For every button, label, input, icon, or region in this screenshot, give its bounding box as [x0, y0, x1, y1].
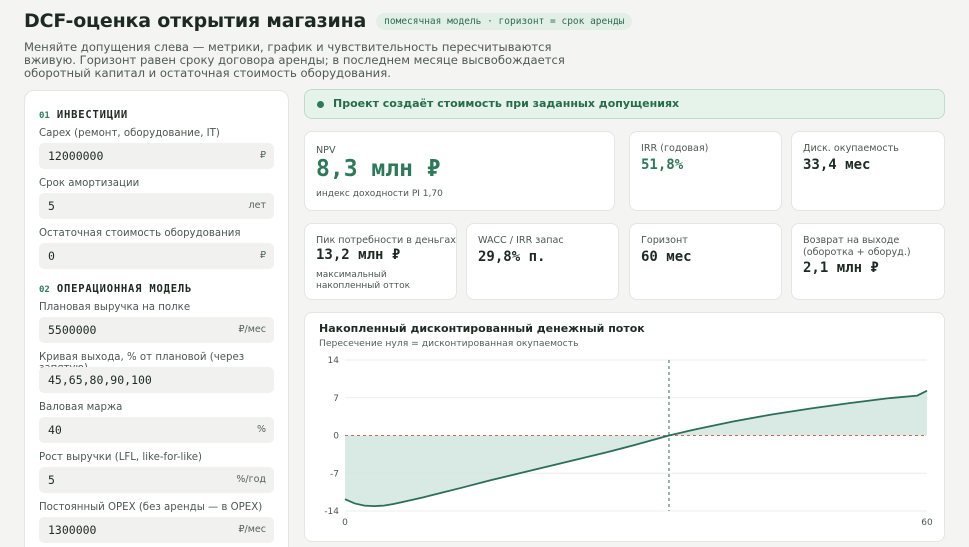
npv-note: индекс доходности PI 1,70: [316, 189, 443, 199]
residual-label: Остаточная стоимость оборудования: [39, 228, 241, 239]
assumptions-panel: 01 ИНВЕСТИЦИИ Capex (ремонт, оборудовани…: [24, 90, 289, 547]
chart-subtitle: Пересечение нуля = дисконтированная окуп…: [319, 338, 579, 349]
irr-value: 51,8%: [641, 157, 684, 173]
npv-card: NPV 8,3 млн ₽ индекс доходности PI 1,70: [304, 131, 615, 211]
revenue-unit: ₽/мес: [238, 324, 266, 335]
amortization-unit: лет: [248, 200, 266, 211]
opex-input[interactable]: 1300000 ₽/мес: [39, 517, 274, 543]
amortization-input[interactable]: 5 лет: [39, 193, 274, 219]
irr-card: IRR (годовая) 51,8%: [629, 131, 782, 211]
exit-card: Возврат на выходе (оборотка + оборуд.) 2…: [791, 223, 945, 300]
exit-label: Возврат на выходе (оборотка + оборуд.): [803, 235, 911, 258]
payback-value: 33,4 мес: [803, 157, 871, 173]
status-text: Проект создаёт стоимость при заданных до…: [333, 97, 680, 110]
y-tick-label: 7: [333, 394, 339, 404]
capex-input[interactable]: 12000000 ₽: [39, 143, 274, 169]
revenue-input[interactable]: 5500000 ₽/мес: [39, 317, 274, 343]
section-title: ОПЕРАЦИОННАЯ МОДЕЛЬ: [56, 283, 193, 295]
amortization-value: 5: [48, 199, 55, 213]
page-title: DCF-оценка открытия магазина: [24, 10, 367, 32]
capex-value: 12000000: [48, 149, 104, 163]
y-tick-label: 14: [328, 356, 340, 366]
growth-input[interactable]: 5 %/год: [39, 467, 274, 493]
area-fill: [345, 390, 927, 507]
horizon-value: 60 мес: [641, 249, 692, 265]
y-tick-label: -7: [330, 469, 339, 479]
residual-value: 0: [48, 249, 55, 263]
wacc-value: 29,8% п.: [478, 249, 546, 265]
capex-label: Capex (ремонт, оборудование, IT): [39, 128, 220, 139]
revenue-label: Плановая выручка на полке: [39, 302, 191, 313]
opex-value: 1300000: [48, 523, 97, 537]
x-tick-label: 0: [342, 518, 348, 528]
payback-label: Диск. окупаемость: [803, 143, 899, 154]
wacc-card: WACC / IRR запас 29,8% п.: [466, 223, 619, 300]
status-banner: Проект создаёт стоимость при заданных до…: [304, 89, 945, 119]
y-tick-label: 0: [333, 432, 339, 442]
section-operations: 02 ОПЕРАЦИОННАЯ МОДЕЛЬ: [39, 283, 192, 295]
peak-card: Пик потребности в деньгах 13,2 млн ₽ мак…: [304, 223, 457, 300]
opex-unit: ₽/мес: [238, 524, 266, 535]
page-header: DCF-оценка открытия магазина помесячная …: [24, 10, 954, 80]
peak-note: максимальный накопленный отток: [316, 270, 411, 291]
section-number: 02: [39, 285, 50, 295]
section-title: ИНВЕСТИЦИИ: [56, 109, 129, 121]
status-dot-icon: [317, 101, 324, 108]
cumulative-dcf-chart: Накопленный дисконтированный денежный по…: [304, 312, 945, 542]
y-tick-label: -14: [324, 507, 339, 517]
margin-unit: %: [256, 424, 266, 435]
horizon-card: Горизонт 60 мес: [629, 223, 782, 300]
peak-value: 13,2 млн ₽: [316, 247, 401, 263]
irr-label: IRR (годовая): [641, 143, 709, 154]
revenue-value: 5500000: [48, 323, 97, 337]
ramp-input[interactable]: 45,65,80,90,100: [39, 367, 274, 393]
horizon-label: Горизонт: [641, 235, 688, 246]
amortization-label: Срок амортизации: [39, 178, 140, 189]
npv-value: 8,3 млн ₽: [316, 156, 441, 182]
growth-label: Рост выручки (LFL, like-for-like): [39, 452, 202, 463]
residual-unit: ₽: [259, 250, 266, 261]
x-tick-label: 60: [921, 518, 933, 528]
chart-title: Накопленный дисконтированный денежный по…: [319, 322, 645, 335]
peak-label: Пик потребности в деньгах: [316, 235, 456, 246]
margin-input[interactable]: 40 %: [39, 417, 274, 443]
opex-label: Постоянный OPEX (без аренды — в OPEX): [39, 502, 263, 513]
margin-label: Валовая маржа: [39, 402, 123, 413]
growth-unit: %/год: [236, 474, 266, 485]
npv-label: NPV: [316, 145, 336, 156]
margin-value: 40: [48, 423, 62, 437]
page-subtitle: Меняйте допущения слева — метрики, графи…: [24, 40, 565, 80]
wacc-label: WACC / IRR запас: [478, 235, 564, 246]
section-number: 01: [39, 111, 50, 121]
section-investments: 01 ИНВЕСТИЦИИ: [39, 109, 128, 121]
payback-card: Диск. окупаемость 33,4 мес: [791, 131, 945, 211]
model-badge: помесячная модель · горизонт = срок арен…: [376, 12, 633, 30]
growth-value: 5: [48, 473, 55, 487]
exit-value: 2,1 млн ₽: [803, 260, 879, 276]
capex-unit: ₽: [259, 150, 266, 161]
series-line: [344, 389, 928, 508]
residual-input[interactable]: 0 ₽: [39, 243, 274, 269]
ramp-value: 45,65,80,90,100: [48, 373, 152, 387]
